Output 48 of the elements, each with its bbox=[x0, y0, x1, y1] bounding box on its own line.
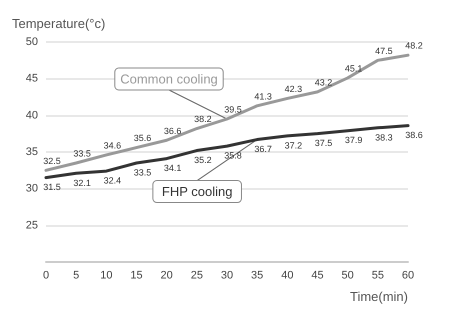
data-label: 36.7 bbox=[254, 144, 272, 154]
y-tick-label: 50 bbox=[26, 36, 38, 48]
x-tick-label: 0 bbox=[42, 270, 50, 282]
x-tick-label: 30 bbox=[220, 270, 234, 282]
data-label: 42.3 bbox=[284, 84, 302, 94]
x-tick-label: 55 bbox=[372, 270, 384, 282]
data-label: 33.5 bbox=[134, 168, 152, 178]
x-tick-label: 35 bbox=[251, 270, 264, 282]
x-tick-label: 40 bbox=[281, 270, 294, 282]
x-axis-title: Time(min) bbox=[350, 289, 408, 304]
data-label: 48.2 bbox=[405, 40, 423, 51]
series-label: FHP cooling bbox=[162, 184, 232, 200]
data-label: 35.2 bbox=[194, 155, 212, 166]
y-tick-label: 35 bbox=[26, 146, 38, 158]
data-label: 38.2 bbox=[194, 114, 212, 124]
data-label: 37.9 bbox=[344, 135, 362, 146]
x-tick-label: 5 bbox=[73, 270, 80, 282]
data-label: 36.6 bbox=[164, 126, 182, 136]
y-tick-label: 25 bbox=[26, 219, 38, 232]
data-label: 39.5 bbox=[224, 104, 242, 114]
y-tick-label: 45 bbox=[26, 72, 38, 85]
data-label: 37.5 bbox=[314, 138, 332, 148]
data-label: 37.2 bbox=[284, 140, 302, 150]
x-tick-label: 20 bbox=[160, 270, 173, 282]
data-label: 47.5 bbox=[375, 46, 393, 56]
x-tick-label: 60 bbox=[402, 270, 414, 282]
y-axis-title: Temperature(°c) bbox=[12, 16, 106, 31]
x-tick-label: 15 bbox=[130, 270, 143, 282]
data-label: 38.3 bbox=[375, 132, 393, 142]
x-tick-label: 25 bbox=[190, 270, 203, 282]
data-label: 38.6 bbox=[405, 130, 423, 140]
data-label: 35.6 bbox=[134, 133, 152, 144]
data-label: 45.1 bbox=[344, 63, 362, 74]
y-tick-label: 40 bbox=[26, 109, 38, 122]
data-label: 34.1 bbox=[164, 163, 182, 174]
data-label: 34.6 bbox=[104, 140, 122, 150]
data-label: 43.2 bbox=[314, 77, 332, 88]
data-label: 32.5 bbox=[43, 156, 61, 166]
data-label: 32.4 bbox=[104, 176, 122, 186]
data-label: 41.3 bbox=[254, 91, 272, 102]
x-tick-label: 10 bbox=[100, 270, 112, 282]
data-label: 33.5 bbox=[73, 148, 91, 158]
x-tick-label: 50 bbox=[342, 270, 354, 282]
data-label: 31.5 bbox=[43, 182, 61, 192]
y-tick-label: 30 bbox=[26, 182, 38, 195]
x-tick-label: 45 bbox=[311, 270, 324, 282]
data-label: 32.1 bbox=[73, 178, 91, 188]
text: Common cooling bbox=[120, 72, 218, 86]
